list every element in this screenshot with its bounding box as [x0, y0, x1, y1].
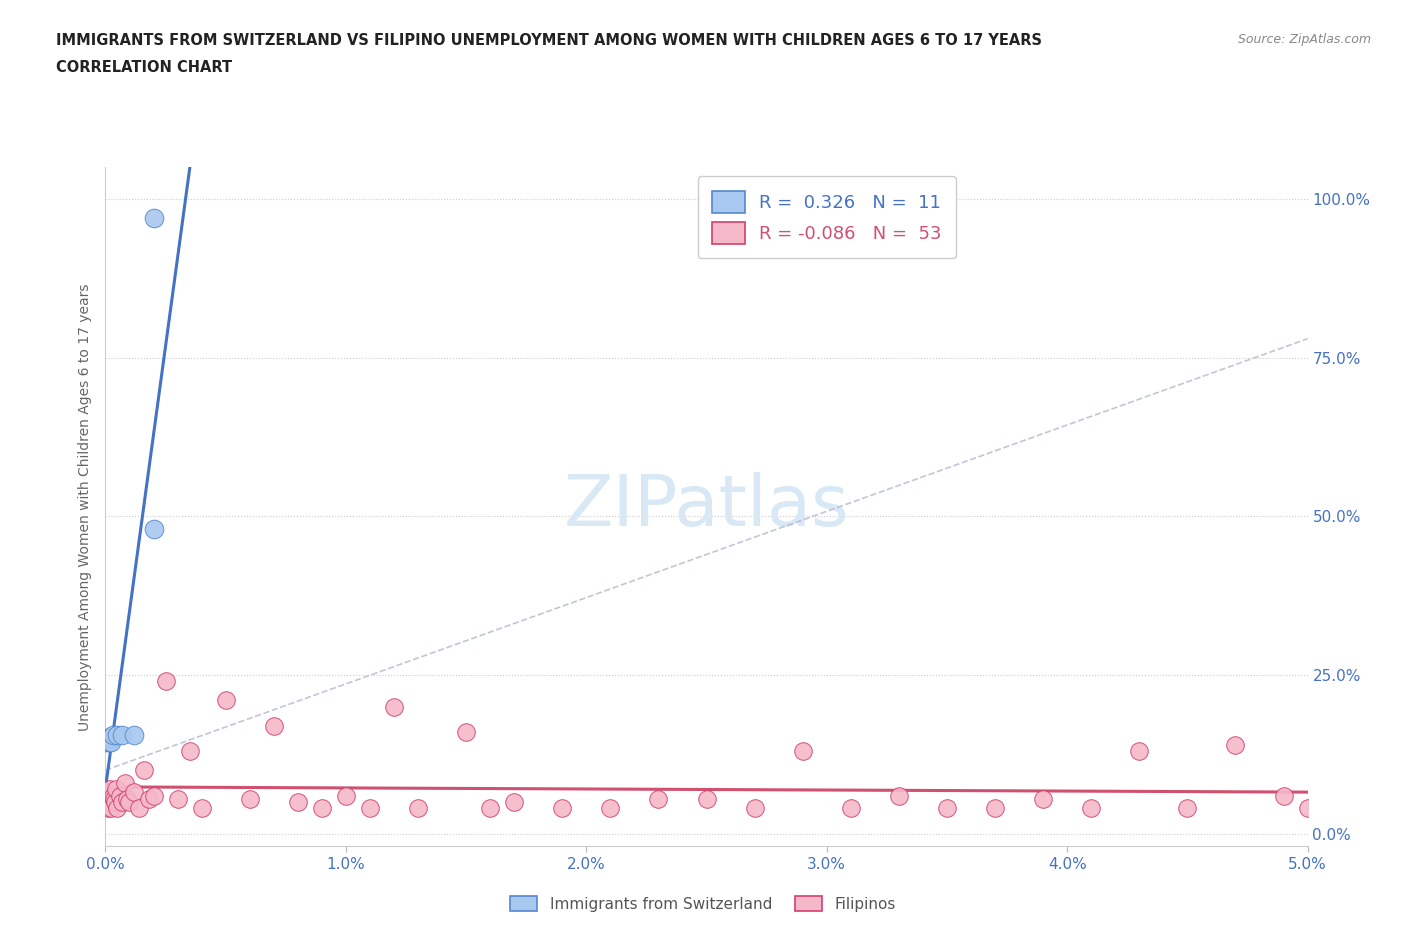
Point: [1225, 737, 1247, 752]
Point: [96, 734, 118, 749]
Point: [382, 699, 405, 714]
Point: [124, 785, 146, 800]
Point: [97, 801, 120, 816]
Point: [115, 791, 138, 806]
Point: [166, 791, 188, 806]
Point: [214, 693, 236, 708]
Point: [647, 791, 669, 806]
Point: [142, 211, 165, 226]
Point: [98, 782, 121, 797]
Point: [454, 724, 477, 739]
Point: [96, 731, 118, 746]
Point: [287, 794, 309, 809]
Point: [359, 801, 381, 816]
Point: [107, 728, 129, 743]
Point: [479, 801, 502, 816]
Point: [503, 794, 526, 809]
Point: [101, 728, 124, 743]
Point: [100, 734, 122, 749]
Point: [179, 744, 201, 759]
Legend: Immigrants from Switzerland, Filipinos: Immigrants from Switzerland, Filipinos: [503, 889, 903, 918]
Point: [111, 728, 134, 743]
Point: [1272, 788, 1295, 803]
Point: [105, 782, 128, 797]
Point: [696, 791, 718, 806]
Point: [132, 763, 155, 777]
Y-axis label: Unemployment Among Women with Children Ages 6 to 17 years: Unemployment Among Women with Children A…: [79, 283, 93, 731]
Legend: R =  0.326   N =  11, R = -0.086   N =  53: R = 0.326 N = 11, R = -0.086 N = 53: [697, 177, 956, 259]
Point: [103, 791, 125, 806]
Text: CORRELATION CHART: CORRELATION CHART: [56, 60, 232, 75]
Point: [101, 788, 124, 803]
Point: [118, 794, 141, 809]
Point: [142, 522, 165, 537]
Text: IMMIGRANTS FROM SWITZERLAND VS FILIPINO UNEMPLOYMENT AMONG WOMEN WITH CHILDREN A: IMMIGRANTS FROM SWITZERLAND VS FILIPINO …: [56, 33, 1042, 47]
Point: [599, 801, 621, 816]
Point: [100, 801, 122, 816]
Point: [114, 776, 136, 790]
Point: [96, 785, 118, 800]
Point: [887, 788, 910, 803]
Point: [142, 788, 165, 803]
Point: [138, 791, 160, 806]
Text: Source: ZipAtlas.com: Source: ZipAtlas.com: [1237, 33, 1371, 46]
Point: [335, 788, 357, 803]
Point: [1128, 744, 1150, 759]
Point: [839, 801, 862, 816]
Point: [311, 801, 333, 816]
Point: [107, 801, 129, 816]
Point: [104, 794, 127, 809]
Point: [406, 801, 429, 816]
Point: [744, 801, 766, 816]
Text: ZIPatlas: ZIPatlas: [564, 472, 849, 541]
Point: [155, 674, 177, 689]
Point: [792, 744, 814, 759]
Point: [936, 801, 959, 816]
Point: [190, 801, 212, 816]
Point: [1032, 791, 1054, 806]
Point: [108, 788, 131, 803]
Point: [124, 728, 146, 743]
Point: [98, 794, 121, 809]
Point: [1175, 801, 1198, 816]
Point: [111, 794, 134, 809]
Point: [1080, 801, 1102, 816]
Point: [551, 801, 574, 816]
Point: [239, 791, 262, 806]
Point: [97, 731, 120, 746]
Point: [98, 731, 121, 746]
Point: [1296, 801, 1319, 816]
Point: [984, 801, 1007, 816]
Point: [128, 801, 150, 816]
Point: [263, 718, 285, 733]
Point: [98, 734, 121, 749]
